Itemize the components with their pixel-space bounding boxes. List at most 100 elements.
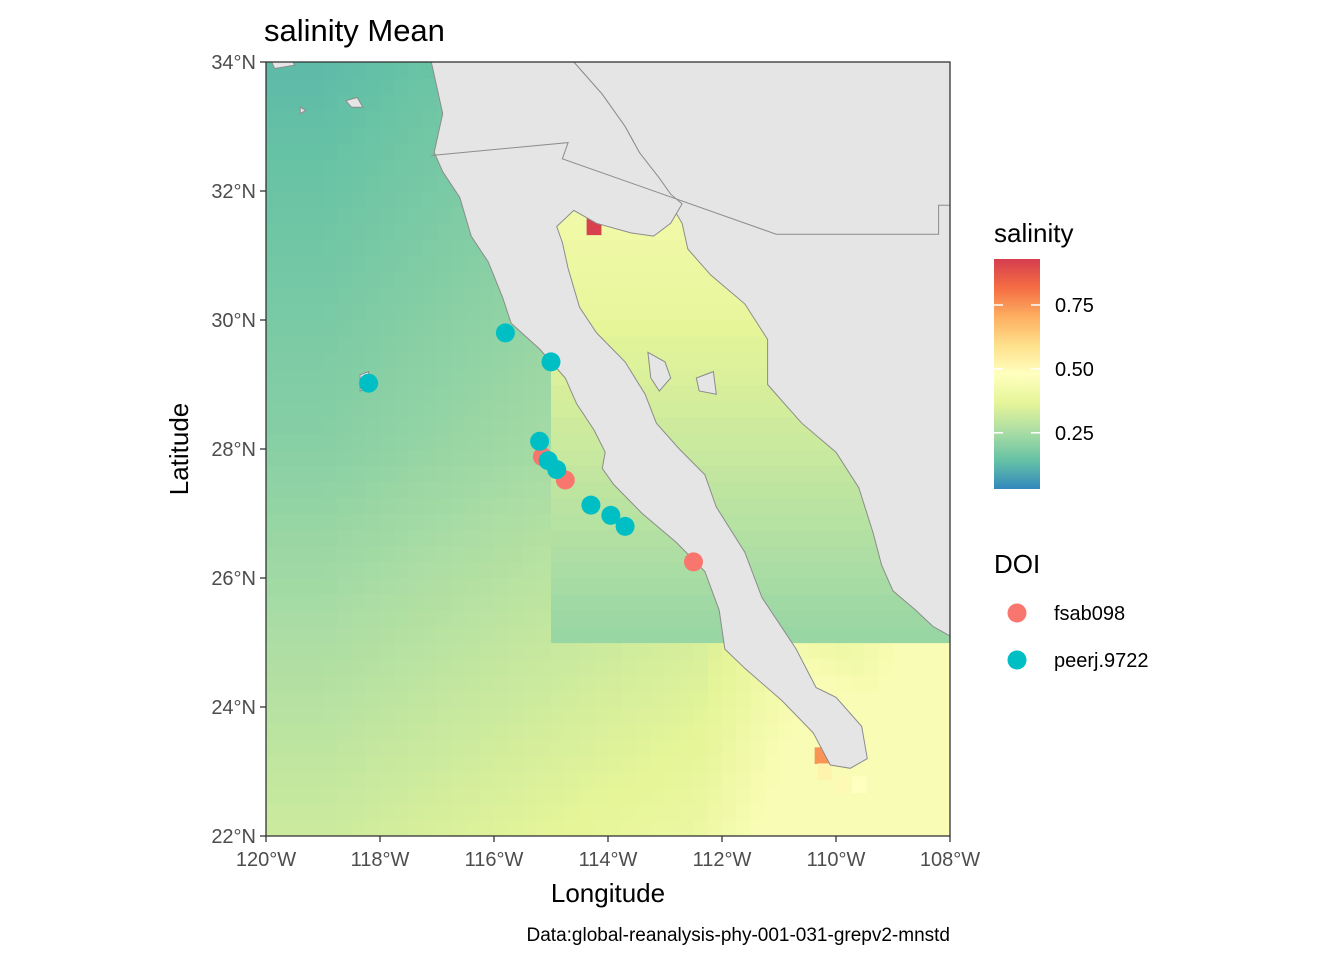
raster-cell	[294, 78, 310, 95]
raster-cell	[422, 416, 438, 434]
raster-cell	[622, 320, 638, 337]
raster-cell	[437, 771, 452, 789]
raster-cell	[636, 594, 652, 611]
raster-cell	[608, 626, 623, 644]
raster-cell	[608, 803, 623, 821]
raster-cell	[437, 658, 452, 676]
raster-cell	[793, 787, 809, 805]
raster-cell	[394, 465, 410, 482]
raster-cell	[836, 803, 851, 821]
raster-cell	[864, 755, 880, 773]
raster-cell	[622, 545, 638, 563]
raster-cell	[764, 481, 780, 498]
raster-cell	[294, 320, 310, 337]
raster-cell	[294, 594, 310, 611]
raster-cell	[380, 626, 395, 644]
raster-cell	[408, 529, 424, 547]
point-peerj-9722	[601, 505, 621, 525]
raster-cell	[793, 803, 809, 821]
raster-cell	[266, 110, 281, 128]
raster-cell	[323, 739, 338, 756]
raster-cell	[536, 771, 552, 789]
raster-cell	[308, 110, 324, 128]
raster-cell	[337, 191, 353, 208]
raster-cell	[836, 497, 851, 515]
raster-cell	[422, 513, 438, 531]
raster-cell	[622, 271, 638, 289]
raster-cell	[394, 449, 410, 466]
raster-cell	[351, 755, 367, 773]
raster-cell	[551, 674, 566, 692]
raster-cell	[707, 449, 723, 466]
raster-cell	[437, 255, 452, 273]
raster-cell	[836, 529, 851, 547]
raster-cell	[722, 352, 737, 369]
raster-cell	[522, 481, 538, 498]
raster-cell	[451, 578, 467, 595]
raster-cell	[878, 674, 894, 692]
raster-cell	[308, 255, 324, 273]
raster-cell	[650, 658, 666, 676]
raster-cell	[294, 497, 310, 515]
raster-cell	[921, 819, 937, 836]
raster-cell	[351, 400, 367, 418]
raster-cell	[921, 723, 937, 740]
raster-cell	[536, 529, 552, 547]
raster-cell	[365, 94, 381, 111]
raster-cell	[365, 78, 381, 95]
raster-cell	[893, 626, 908, 644]
raster-cell	[579, 771, 595, 789]
raster-cell	[522, 561, 538, 579]
raster-cell	[593, 787, 609, 805]
raster-cell	[636, 255, 652, 273]
raster-cell	[608, 545, 623, 563]
raster-cell	[593, 529, 609, 547]
raster-cell	[650, 755, 666, 773]
raster-cell	[422, 368, 438, 386]
raster-cell	[422, 352, 438, 369]
raster-cell	[665, 255, 680, 273]
raster-cell	[465, 739, 481, 756]
raster-cell	[351, 642, 367, 660]
raster-cell	[323, 642, 338, 660]
raster-cell	[323, 126, 338, 144]
raster-cell	[707, 642, 723, 660]
raster-cell	[422, 545, 438, 563]
raster-cell	[494, 545, 509, 563]
raster-cell	[323, 707, 338, 724]
doi-legend: DOI fsab098 peerj.9722	[994, 549, 1149, 672]
raster-cell	[736, 723, 752, 740]
raster-cell	[323, 142, 338, 160]
raster-cell	[779, 432, 794, 450]
raster-cell	[536, 368, 552, 386]
raster-cell	[736, 819, 752, 836]
raster-cell	[465, 449, 481, 466]
raster-cell	[821, 610, 837, 627]
raster-cell	[394, 223, 410, 240]
raster-cell	[821, 545, 837, 563]
raster-cell	[394, 174, 410, 192]
raster-cell	[665, 739, 680, 756]
raster-cell	[337, 449, 353, 466]
raster-cell	[422, 497, 438, 515]
raster-cell	[408, 626, 424, 644]
raster-cell	[337, 739, 353, 756]
raster-cell	[593, 803, 609, 821]
raster-cell	[494, 658, 509, 676]
raster-cell	[693, 626, 709, 644]
raster-cell	[337, 497, 353, 515]
raster-cell	[636, 287, 652, 305]
raster-cell	[793, 578, 809, 595]
raster-cell	[351, 207, 367, 224]
raster-cell	[380, 707, 395, 724]
raster-cell	[921, 739, 937, 756]
raster-cell	[408, 158, 424, 176]
raster-cell	[707, 352, 723, 369]
raster-cell	[850, 803, 866, 821]
raster-cell	[636, 561, 652, 579]
raster-cell	[365, 62, 381, 79]
y-tick-label: 32°N	[211, 181, 256, 203]
raster-cell	[764, 449, 780, 466]
raster-cell	[836, 610, 851, 627]
raster-cell	[679, 336, 695, 353]
